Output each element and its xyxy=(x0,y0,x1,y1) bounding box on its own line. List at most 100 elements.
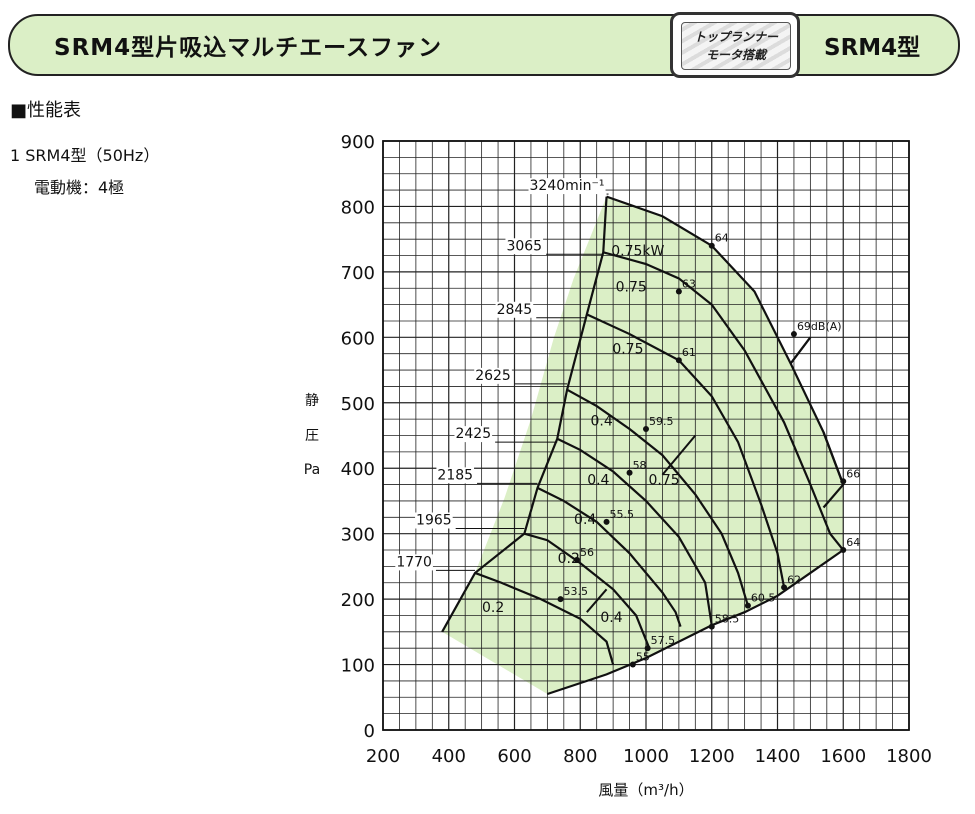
y-tick-label: 900 xyxy=(341,132,375,153)
page-title: SRM4型片吸込マルチエースファン xyxy=(54,35,443,61)
y-axis-label: 圧 xyxy=(305,428,319,444)
speed-curve xyxy=(602,251,845,551)
motor-power-label: 0.4 xyxy=(590,414,612,430)
db-point xyxy=(840,478,847,485)
y-tick-label: 800 xyxy=(341,197,375,218)
y-tick-label: 0 xyxy=(364,721,375,742)
speed-label: 1770 xyxy=(396,554,432,570)
y-tick-label: 500 xyxy=(341,394,375,415)
x-tick-label: 200 xyxy=(366,746,400,767)
db-point xyxy=(629,661,636,668)
power-boundary xyxy=(661,434,697,476)
motor-power-label: 0.75kW xyxy=(611,244,664,260)
motor-power-label: 0.75 xyxy=(616,280,647,296)
motor-power-label: 0.4 xyxy=(600,610,622,626)
x-tick-label: 800 xyxy=(563,746,597,767)
db-label: 63 xyxy=(682,278,696,291)
db-point xyxy=(781,584,788,591)
speed-curve xyxy=(556,437,713,626)
db-label: 64 xyxy=(846,536,860,549)
db-point xyxy=(557,596,564,603)
speed-label-bg xyxy=(495,301,534,318)
db-label: 56 xyxy=(580,546,594,559)
y-tick-label: 200 xyxy=(341,590,375,611)
y-axis-label: 静 xyxy=(305,393,319,409)
speed-label: 3065 xyxy=(506,238,542,254)
speed-label-bg xyxy=(528,178,606,195)
header-bar xyxy=(8,14,960,76)
speed-label: 2425 xyxy=(455,426,491,442)
speed-label: 2845 xyxy=(497,302,533,318)
top-runner-badge: トップランナー モータ搭載 xyxy=(670,12,800,78)
db-label: 55 xyxy=(636,651,650,664)
section-title: ■性能表 xyxy=(10,100,82,121)
min-flow-line xyxy=(547,549,844,696)
speed-label: 2185 xyxy=(437,467,473,483)
db-label: 57.5 xyxy=(651,634,676,647)
badge-line-1: トップランナー xyxy=(693,30,778,44)
db-point xyxy=(840,547,847,554)
operating-region xyxy=(442,196,844,695)
y-tick-label: 300 xyxy=(341,525,375,546)
x-axis-label: 風量（m³/h） xyxy=(598,781,693,799)
x-tick-label: 600 xyxy=(497,746,531,767)
power-boundary xyxy=(822,431,845,509)
power-boundary xyxy=(789,336,812,365)
db-point xyxy=(573,556,580,563)
surge-line xyxy=(441,196,608,633)
motor-power-label: 0.75 xyxy=(648,473,679,489)
db-label: 69dB(A) xyxy=(797,320,842,333)
db-label: 66 xyxy=(846,467,860,480)
motor-power-label: 0.75 xyxy=(612,342,643,358)
db-point xyxy=(675,288,682,295)
y-tick-label: 100 xyxy=(341,656,375,677)
badge-line-2: モータ搭載 xyxy=(705,48,766,62)
y-axis-label: Pa xyxy=(304,462,320,478)
db-point xyxy=(708,242,715,249)
db-point xyxy=(790,331,797,338)
speed-label-bg xyxy=(454,426,493,443)
db-label: 58.5 xyxy=(715,613,740,626)
db-point xyxy=(643,425,649,432)
db-point xyxy=(708,623,715,630)
speed-label-bg xyxy=(505,238,544,255)
header-model: SRM4型 xyxy=(824,35,921,61)
speed-curve xyxy=(586,313,786,588)
y-tick-label: 700 xyxy=(341,263,375,284)
db-point xyxy=(626,469,633,476)
speed-label-bg xyxy=(395,554,433,571)
x-tick-label: 1400 xyxy=(755,746,801,767)
power-boundary xyxy=(586,588,608,613)
speed-curve xyxy=(566,388,749,606)
motor-power-label: 0.4 xyxy=(574,512,596,528)
x-tick-label: 1000 xyxy=(623,746,669,767)
y-tick-label: 400 xyxy=(341,459,375,480)
db-label: 62 xyxy=(787,573,801,586)
motor-line: 電動機：4極 xyxy=(34,178,125,197)
db-point xyxy=(603,518,610,525)
speed-label-bg xyxy=(436,467,475,484)
top-runner-logo: トップランナー モータ搭載 xyxy=(681,22,791,70)
y-tick-label: 600 xyxy=(341,328,375,349)
x-tick-label: 400 xyxy=(432,746,466,767)
speed-curve xyxy=(537,486,682,627)
motor-power-label: 0.4 xyxy=(587,473,609,489)
x-tick-label: 1800 xyxy=(886,746,932,767)
db-label: 61 xyxy=(682,346,696,359)
model-line: 1 SRM4型（50Hz） xyxy=(10,146,160,165)
db-label: 53.5 xyxy=(564,585,589,598)
db-label: 55.5 xyxy=(610,508,635,521)
db-label: 60.5 xyxy=(751,592,776,605)
x-tick-label: 1600 xyxy=(820,746,866,767)
speed-curve xyxy=(474,571,615,665)
db-point xyxy=(744,602,751,609)
db-label: 64 xyxy=(715,232,729,245)
speed-curve xyxy=(524,532,651,649)
motor-power-label: 0.2 xyxy=(482,600,504,616)
x-tick-label: 1200 xyxy=(689,746,735,767)
speed-label-bg xyxy=(474,367,512,384)
db-point xyxy=(644,645,651,652)
speed-label: 1965 xyxy=(416,513,452,529)
motor-power-label: 0.2 xyxy=(558,551,580,567)
